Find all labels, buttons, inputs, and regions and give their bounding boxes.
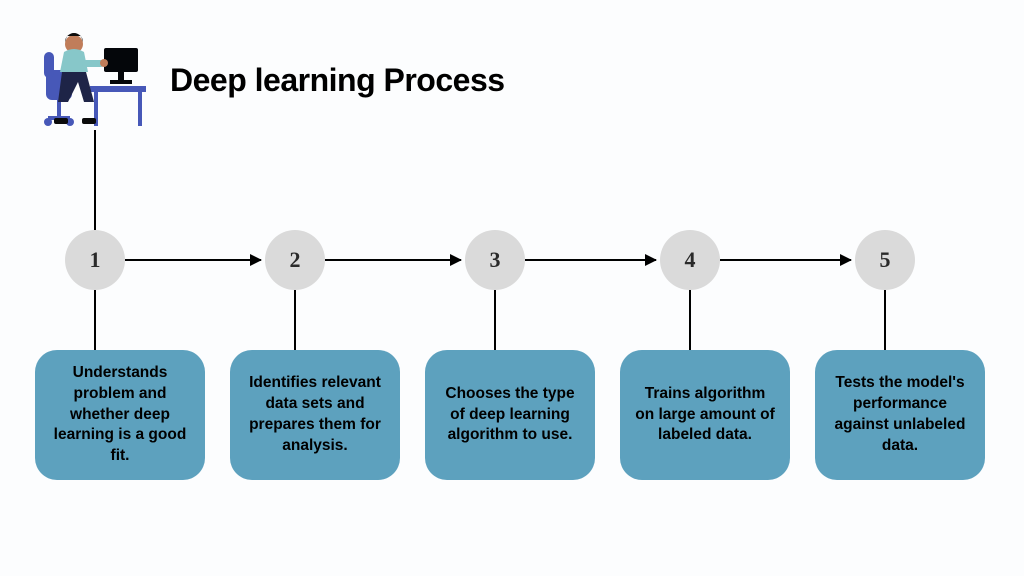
connector-v-4 [689, 290, 691, 350]
step-circle-2: 2 [265, 230, 325, 290]
connector-v-1 [94, 290, 96, 350]
connector-v-3 [494, 290, 496, 350]
step-card-2: Identifies relevant data sets and prepar… [230, 350, 400, 480]
arrow-1-to-2 [125, 259, 261, 261]
step-card-5: Tests the model's performance against un… [815, 350, 985, 480]
step-card-3: Chooses the type of deep learning algori… [425, 350, 595, 480]
step-card-4: Trains algorithm on large amount of labe… [620, 350, 790, 480]
connector-header [94, 130, 96, 230]
step-circle-3: 3 [465, 230, 525, 290]
person-at-desk-icon [40, 30, 150, 130]
arrow-2-to-3 [325, 259, 461, 261]
arrow-3-to-4 [525, 259, 656, 261]
step-circle-5: 5 [855, 230, 915, 290]
page-title: Deep learning Process [170, 62, 505, 99]
step-card-1: Understands problem and whether deep lea… [35, 350, 205, 480]
connector-v-2 [294, 290, 296, 350]
step-circle-1: 1 [65, 230, 125, 290]
header: Deep learning Process [40, 30, 505, 130]
connector-v-5 [884, 290, 886, 350]
arrow-4-to-5 [720, 259, 851, 261]
step-circle-4: 4 [660, 230, 720, 290]
process-flow: 1 Understands problem and whether deep le… [0, 200, 1024, 540]
